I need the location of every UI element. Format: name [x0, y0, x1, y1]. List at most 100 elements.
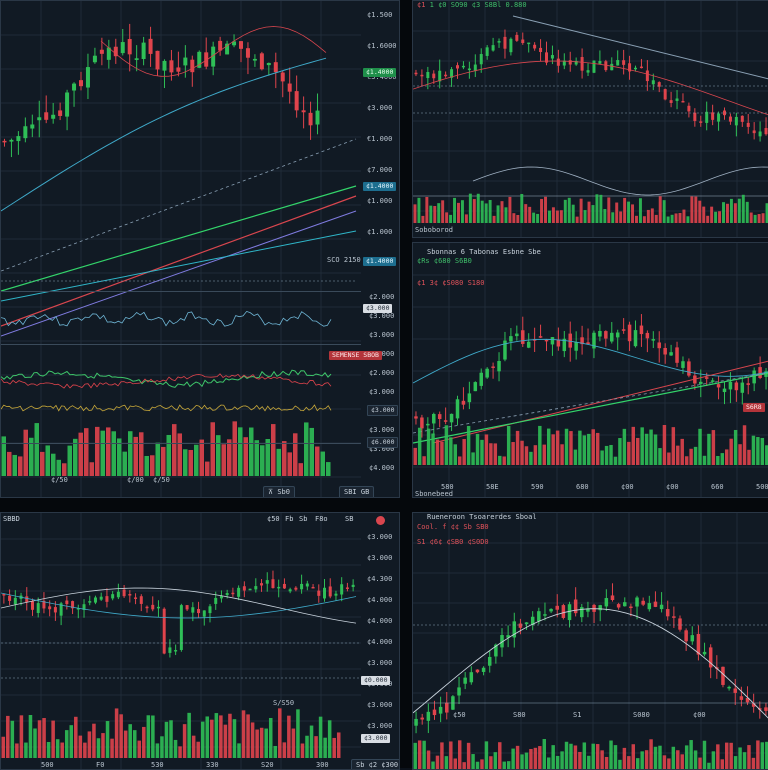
candle-body	[568, 334, 572, 348]
candle-body	[635, 597, 639, 606]
chart-panel-top-right[interactable]: ¢1 1 ¢0 SO90 ¢3 S8Bl 0.880 Soboborod	[412, 0, 768, 238]
volume-bar	[534, 445, 537, 465]
panel-subtitle: Cool. f ¢¢ Sb SB0	[417, 523, 489, 531]
volume-bar	[710, 207, 713, 223]
volume-bar	[337, 732, 341, 758]
indicator-axis-label: ¢3.000	[369, 312, 394, 320]
volume-bar	[747, 745, 750, 769]
volume-bar	[551, 745, 554, 769]
toolbar-button[interactable]: Sb ¢2 ¢300	[351, 759, 400, 770]
candle-body	[100, 50, 104, 54]
series-label: SCO 2150	[327, 256, 361, 264]
volume-bar	[734, 203, 737, 223]
candle-body	[156, 51, 160, 70]
candle-body	[191, 607, 194, 612]
candle-body	[37, 603, 40, 613]
candle-body	[121, 42, 125, 53]
candle-body	[699, 121, 702, 123]
volume-bar	[304, 422, 309, 476]
toolbar-item-1[interactable]: ¢50	[267, 515, 280, 523]
chart-top-left-canvas[interactable]	[1, 1, 399, 497]
volume-bar	[156, 743, 160, 758]
toolbar-button-2[interactable]: SBI GB	[339, 486, 374, 498]
volume-bar	[752, 758, 755, 769]
candle-body	[334, 594, 337, 596]
candle-body	[527, 43, 530, 45]
candle-body	[537, 611, 541, 621]
volume-bar	[210, 720, 214, 758]
x-axis-label: 58E	[486, 483, 499, 491]
volume-bar	[632, 744, 635, 769]
volume-bar	[725, 449, 728, 465]
price-axis-label: ¢3.000	[367, 722, 392, 730]
toolbar-item-2[interactable]: Fb	[285, 515, 293, 523]
candle-body	[186, 605, 189, 609]
volume-bar	[7, 452, 12, 476]
volume-bar	[192, 736, 196, 758]
volume-bar	[156, 443, 161, 476]
candle-body	[681, 101, 684, 103]
volume-bar	[494, 752, 497, 769]
chart-panel-top-left[interactable]: ¢1.500¢1.6000€3.4000¢3.000€1.000¢7.000¢1…	[0, 0, 400, 498]
chart-panel-middle-right[interactable]: Sbonnas 6 Tabonas Esbne Sbe ¢Rs ¢680 S6B…	[412, 242, 768, 498]
volume-bar	[260, 445, 265, 476]
volume-bar	[507, 426, 510, 465]
candle-body	[486, 47, 489, 56]
chart-panel-bottom-left[interactable]: SBBD ¢50 Fb Sb F8o SB ¢3.000¢3.000¢4.300…	[0, 512, 400, 770]
close-icon[interactable]	[376, 516, 385, 525]
candle-body	[260, 583, 263, 585]
indicator-tag-dark-2: ¢6.000	[367, 437, 398, 448]
volume-bar	[440, 742, 443, 769]
volume-bar	[160, 736, 164, 758]
candle-body	[681, 361, 685, 368]
candle-body	[729, 117, 732, 122]
chart-panel-bottom-right[interactable]: Rueneroon Tsoarerdes Sboal Cool. f ¢¢ Sb…	[412, 512, 768, 770]
volume-bar	[461, 200, 464, 223]
volume-bar	[183, 724, 187, 758]
candle-body	[711, 112, 714, 119]
chart-bottom-left-canvas[interactable]	[1, 513, 399, 769]
volume-bar	[128, 431, 133, 476]
volume-bar	[15, 743, 19, 758]
candle-body	[237, 588, 240, 597]
volume-bar	[592, 429, 595, 465]
volume-bar	[529, 452, 532, 465]
candle-body	[294, 588, 297, 590]
candle-body	[634, 68, 637, 70]
toolbar-item-4[interactable]: F8o	[315, 515, 328, 523]
volume-bar	[124, 731, 128, 758]
candle-body	[592, 61, 595, 73]
volume-bar	[233, 719, 237, 758]
volume-bar	[485, 203, 488, 223]
volume-bar	[292, 729, 296, 758]
price-axis-label: ¢1.500	[367, 11, 392, 19]
candle-body	[610, 333, 614, 342]
candle-body	[169, 60, 173, 72]
volume-bar	[79, 736, 83, 758]
volume-bar	[623, 748, 626, 769]
candle-body	[549, 609, 553, 611]
candle-body	[562, 605, 566, 618]
candle-body	[492, 45, 495, 50]
candle-body	[420, 718, 424, 720]
price-axis-label: ¢1.6000	[367, 42, 397, 50]
candle-body	[746, 383, 750, 385]
toolbar-item-5[interactable]: SB	[345, 515, 353, 523]
toolbar-item-3[interactable]: Sb	[299, 515, 307, 523]
volume-bar	[511, 442, 514, 465]
candle-body	[25, 596, 28, 602]
panel-title: Rueneroon Tsoarerdes Sboal	[427, 513, 537, 521]
toolbar-button-1[interactable]: ⊼ Sb0	[263, 486, 295, 498]
candle-body	[521, 330, 525, 344]
chart-bottom-right-canvas[interactable]	[413, 513, 768, 769]
volume-bar	[79, 433, 84, 476]
volume-bar	[698, 758, 701, 769]
x-axis-label: S080	[633, 711, 650, 719]
volume-bar	[65, 730, 69, 758]
candle-body	[580, 607, 584, 617]
volume-bar	[35, 423, 40, 476]
candle-body	[753, 130, 756, 133]
chart-top-right-canvas[interactable]	[413, 1, 768, 237]
candle-body	[134, 597, 137, 599]
candle-body	[176, 67, 180, 71]
